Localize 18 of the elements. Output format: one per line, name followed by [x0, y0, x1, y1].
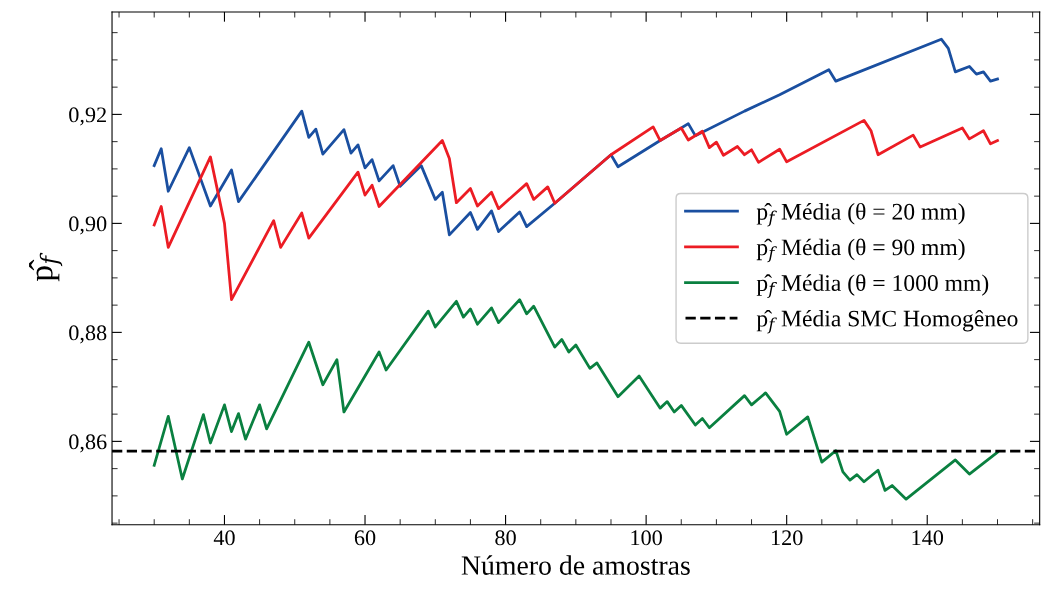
legend-label: p̂$_{f}$ Média (θ = 1000 mm): [756, 274, 989, 298]
x-tick-label: 60: [354, 530, 376, 546]
y-tick-label: 0,88: [69, 325, 107, 344]
y-tick-label: 0,90: [69, 216, 107, 235]
x-tick-label: 100: [631, 530, 662, 546]
x-tick-label: 120: [771, 530, 803, 546]
x-tick-label: 40: [213, 530, 235, 546]
line-series: [152, 119, 999, 302]
y-tick-label: 0,92: [69, 107, 106, 126]
y-tick-label: 0,86: [69, 434, 107, 453]
legend-label: p̂$_{f}$ Média SMC Homogêneo: [756, 309, 1018, 334]
y-axis-title: p̂$_{f}$: [29, 252, 63, 282]
x-tick-label: 140: [912, 530, 944, 546]
line-series: [152, 37, 999, 237]
legend-label: p̂$_{f}$ Média (θ = 20 mm): [756, 202, 965, 227]
x-axis-title: Número de amostras: [461, 555, 690, 575]
x-tick-label: 80: [495, 530, 516, 546]
legend-label: p̂$_{f}$ Média (θ = 90 mm): [756, 238, 965, 263]
